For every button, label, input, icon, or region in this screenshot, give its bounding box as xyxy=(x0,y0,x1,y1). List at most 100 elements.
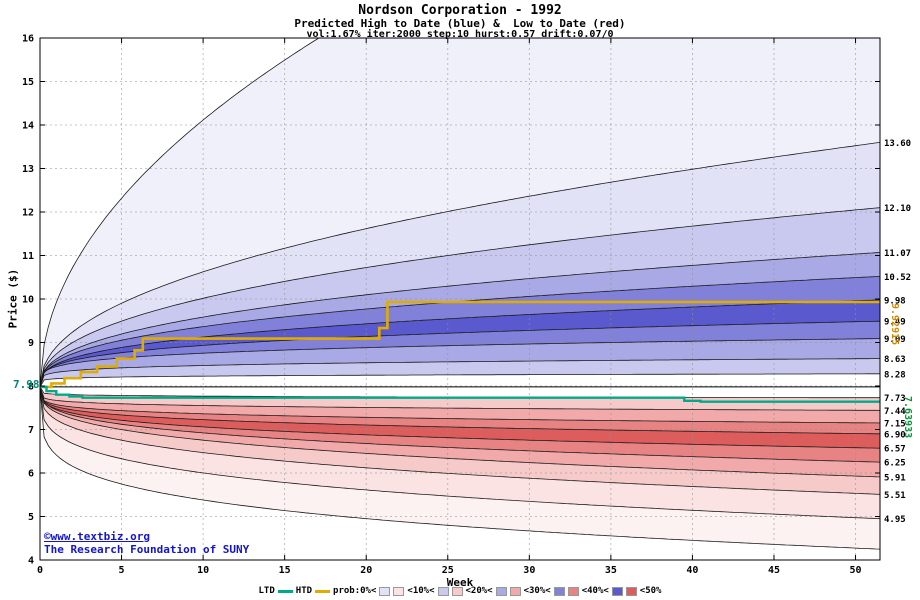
y-tick-label: 9 xyxy=(28,338,34,349)
x-tick-label: 30 xyxy=(523,565,535,576)
legend-prob-label: <30%< xyxy=(523,586,551,596)
band-value-label: 9.09 xyxy=(884,335,906,345)
high-boundary-line xyxy=(40,142,880,387)
band-value-label: 8.63 xyxy=(884,355,906,365)
low-boundary-line xyxy=(40,386,880,478)
legend-blue-swatch xyxy=(495,586,507,596)
legend-prob-label: <40%< xyxy=(581,586,609,596)
band-value-label: 10.52 xyxy=(884,273,911,283)
bands-group xyxy=(40,38,880,550)
x-tick-label: 5 xyxy=(119,565,125,576)
legend-ltd-swatch xyxy=(277,589,293,593)
band-value-label: 6.57 xyxy=(884,445,906,455)
band-value-label: 12.10 xyxy=(884,204,911,214)
legend-red-swatch xyxy=(451,586,463,596)
series-group xyxy=(40,300,880,403)
band-value-label: 7.15 xyxy=(884,419,906,429)
htd-line xyxy=(40,300,880,389)
band-value-label: 9.49 xyxy=(884,318,906,328)
low-boundary-line xyxy=(40,386,880,550)
y-tick-label: 11 xyxy=(22,251,34,262)
legend-blue-swatch xyxy=(611,586,623,596)
band-value-label: 4.95 xyxy=(884,515,906,525)
low-boundary-line xyxy=(40,386,880,399)
x-tick-label: 15 xyxy=(279,565,291,576)
chart-subtitle: Predicted High to Date (blue) & Low to D… xyxy=(294,17,626,30)
band-value-label: 9.98 xyxy=(884,296,906,306)
low-band xyxy=(40,386,880,449)
y-tick-label: 13 xyxy=(22,164,34,175)
x-tick-label: 20 xyxy=(360,565,372,576)
start-price-label: 7.98 xyxy=(13,378,40,391)
y-tick-label: 7 xyxy=(28,425,34,436)
high-boundary-line xyxy=(40,252,880,387)
band-value-label: 11.07 xyxy=(884,249,911,259)
x-axis-title: Week xyxy=(446,576,474,589)
legend-red-swatch xyxy=(625,586,637,596)
x-tick-label: 0 xyxy=(37,565,43,576)
y-axis-title: Price ($) xyxy=(6,268,20,329)
y-tick-label: 15 xyxy=(22,77,34,88)
y-tick-label: 16 xyxy=(22,34,34,45)
x-tick-label: 35 xyxy=(605,565,617,576)
x-tick-label: 40 xyxy=(686,565,698,576)
legend-red-swatch xyxy=(393,586,405,596)
watermark-url: ©www.textbiz.org xyxy=(44,530,150,543)
band-value-label: 6.90 xyxy=(884,430,906,440)
y-tick-label: 14 xyxy=(22,121,34,132)
y-tick-label: 6 xyxy=(28,469,34,480)
legend-htd-swatch xyxy=(315,589,331,593)
chart-title: Nordson Corporation - 1992 xyxy=(358,3,562,18)
band-value-label: 5.51 xyxy=(884,491,906,501)
low-boundary-line xyxy=(40,386,880,424)
high-boundary-line xyxy=(40,373,880,388)
legend-prob-label: <20%< xyxy=(465,586,493,596)
high-band xyxy=(40,299,880,387)
high-band xyxy=(40,321,880,387)
x-tick-label: 25 xyxy=(442,565,454,576)
legend-blue-swatch xyxy=(379,586,391,596)
legend-prob-label: <50% xyxy=(639,586,662,596)
low-boundary-line xyxy=(40,386,880,463)
low-boundary-line xyxy=(40,386,880,411)
high-band xyxy=(40,252,880,387)
legend-ltd-label: LTD xyxy=(258,586,275,596)
band-value-label: 7.73 xyxy=(884,394,906,404)
legend-blue-swatch xyxy=(553,586,565,596)
low-boundary-line xyxy=(40,386,880,449)
legend-blue-swatch xyxy=(437,586,449,596)
y-tick-label: 8 xyxy=(28,382,34,393)
y-tick-label: 10 xyxy=(22,295,34,306)
htd-final-annotation: 9.92915 xyxy=(889,303,900,346)
band-value-label: 7.44 xyxy=(884,407,906,417)
low-boundary-line xyxy=(40,386,880,520)
high-band xyxy=(40,338,880,387)
legend-htd-label: HTD xyxy=(295,586,313,596)
x-tick-label: 10 xyxy=(197,565,209,576)
watermark-org: The Research Foundation of SUNY xyxy=(44,543,250,556)
low-band xyxy=(40,386,880,434)
high-band xyxy=(40,358,880,387)
low-band xyxy=(40,386,880,423)
low-boundary-line xyxy=(40,386,880,495)
high-boundary-line xyxy=(40,358,880,388)
high-boundary-line xyxy=(40,38,320,387)
high-band xyxy=(40,142,880,387)
chart-params: vol:1.67% iter:2000 step:10 hurst:0.57 d… xyxy=(306,29,614,40)
high-boundary-line xyxy=(40,320,880,388)
y-tick-label: 4 xyxy=(28,556,34,567)
band-value-label: 13.60 xyxy=(884,139,911,149)
high-band xyxy=(40,207,880,387)
low-boundary-line xyxy=(40,386,880,435)
legend-red-swatch xyxy=(509,586,521,596)
x-tick-label: 45 xyxy=(768,565,780,576)
high-band xyxy=(40,276,880,387)
legend-red-swatch xyxy=(567,586,579,596)
high-boundary-line xyxy=(40,207,880,387)
boundaries-group xyxy=(40,38,880,550)
band-value-label: 6.25 xyxy=(884,459,906,469)
legend-prob-label: <10%< xyxy=(407,586,435,596)
band-value-label: 8.28 xyxy=(884,370,906,380)
